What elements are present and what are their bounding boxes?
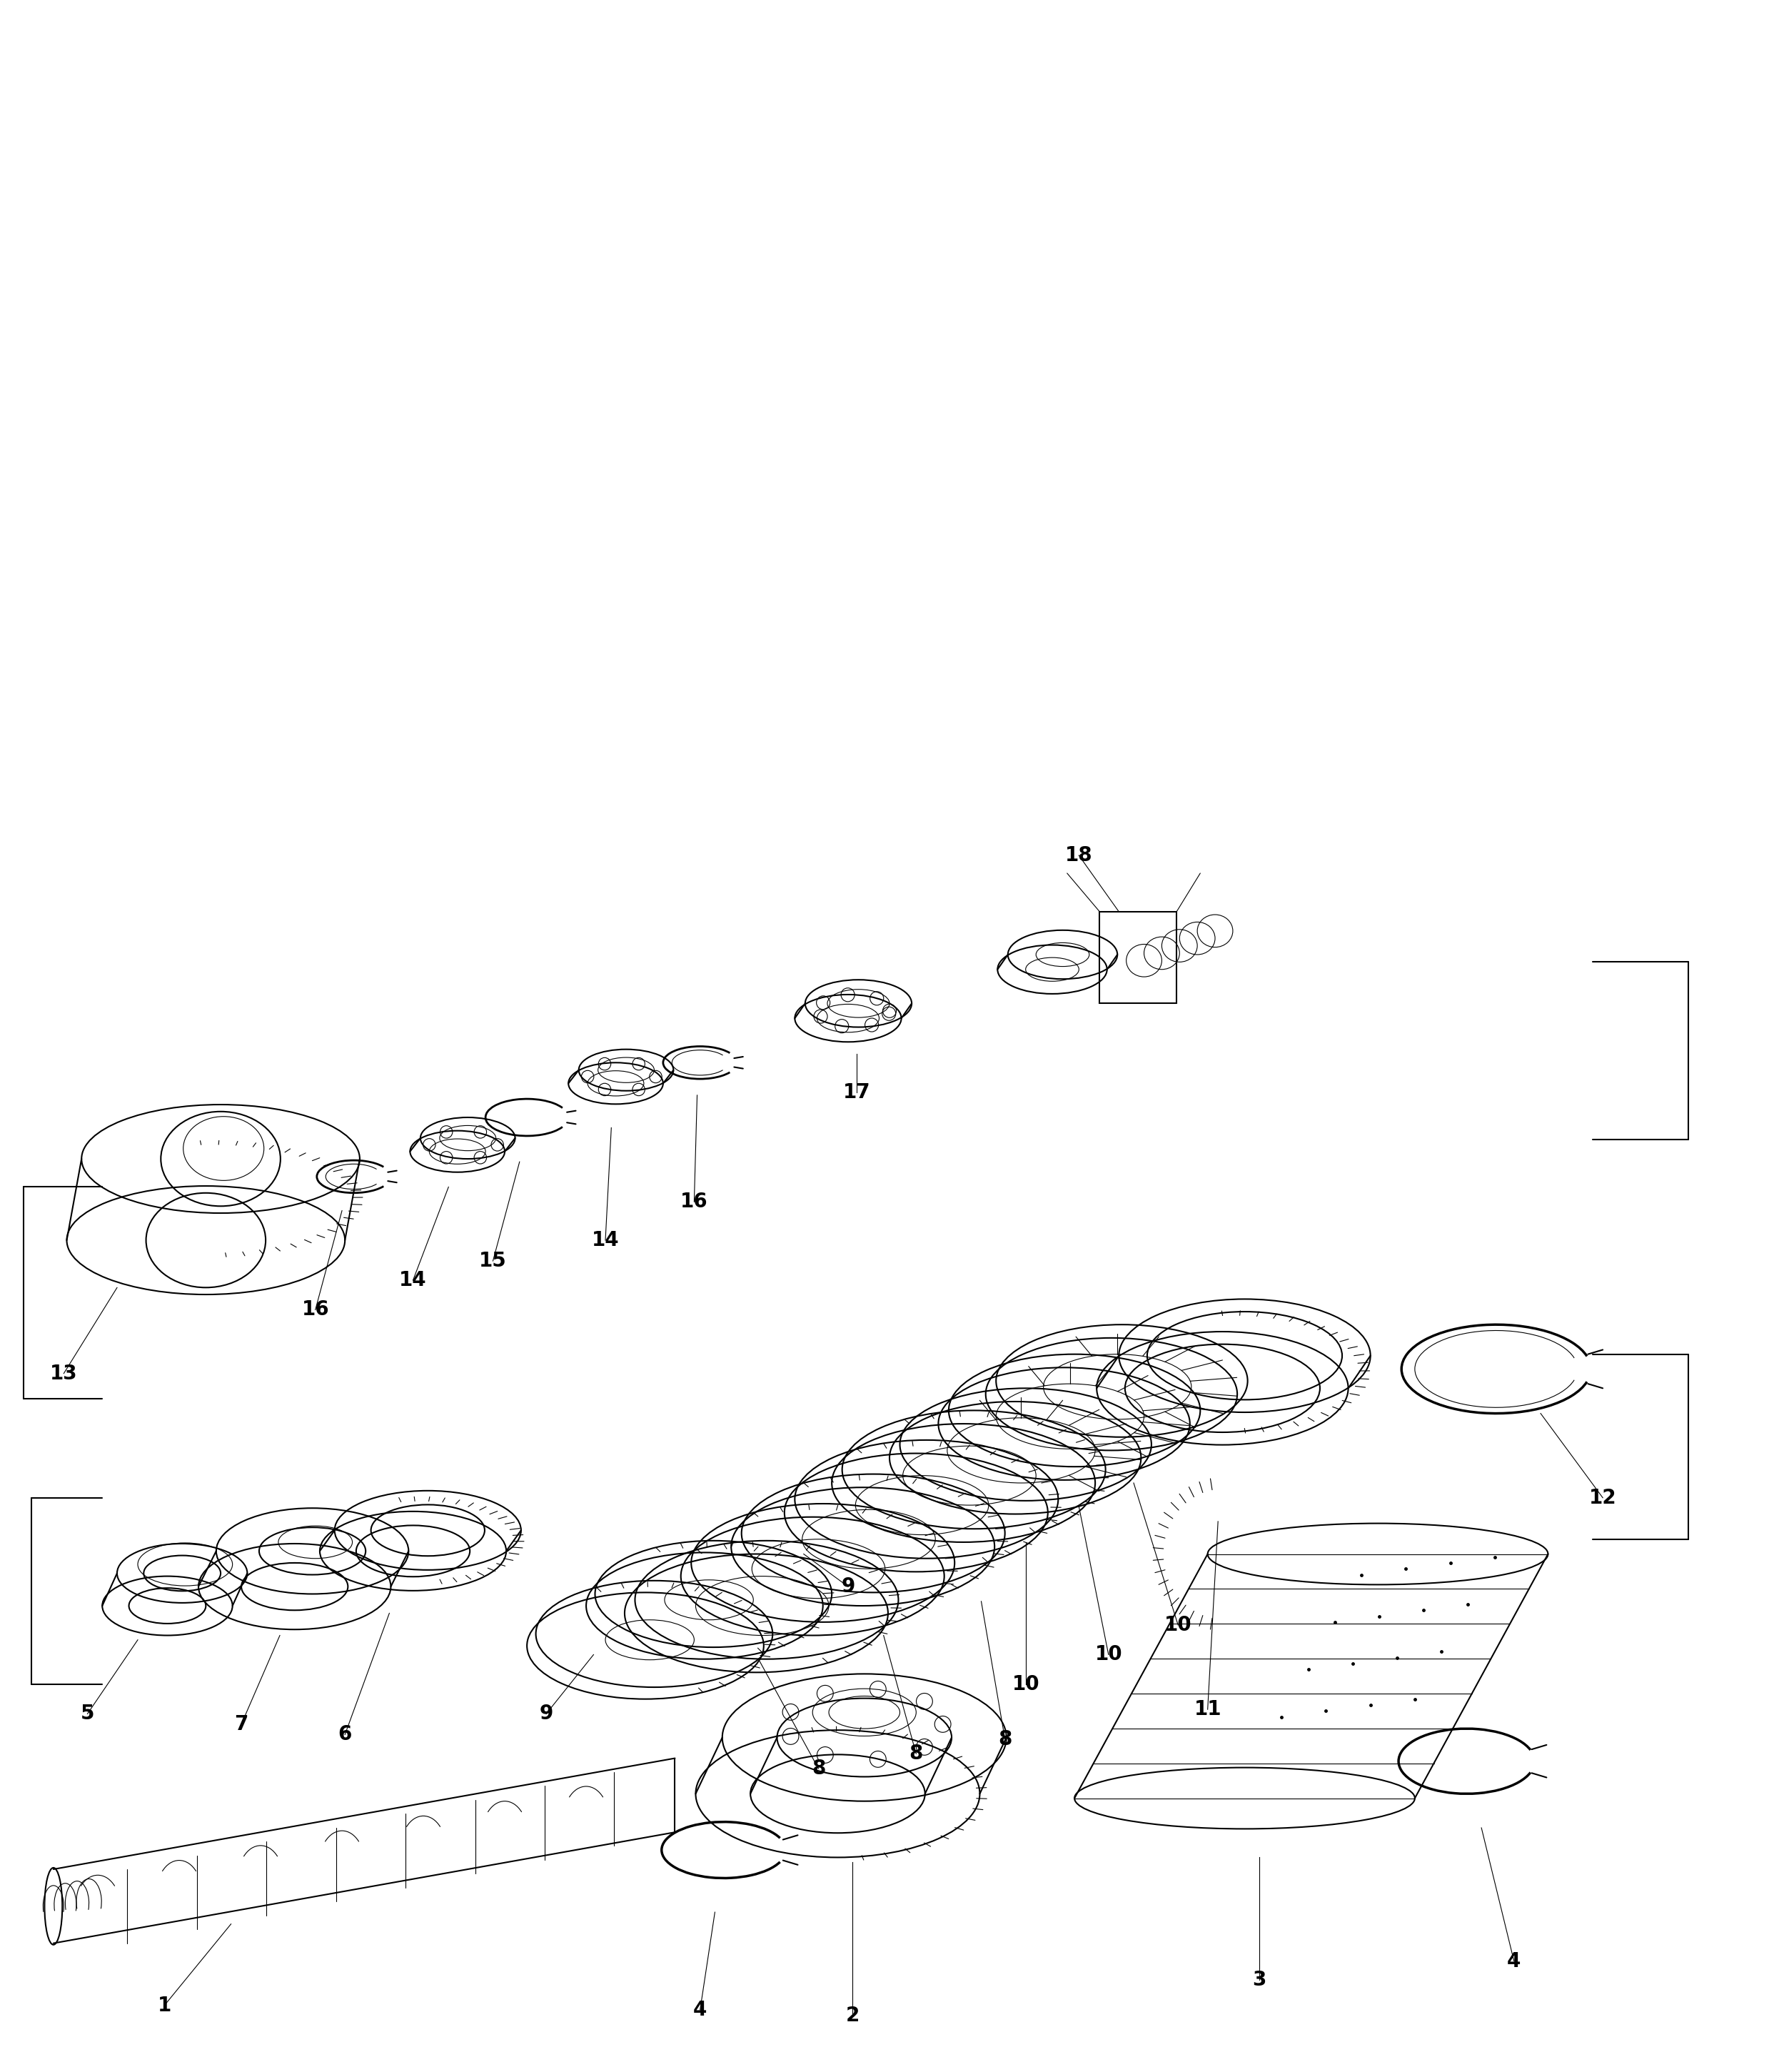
Text: 13: 13 xyxy=(50,1363,78,1384)
Text: 17: 17 xyxy=(843,1082,870,1102)
Text: 3: 3 xyxy=(1252,1970,1267,1991)
Text: 11: 11 xyxy=(1194,1699,1222,1720)
Text: 9: 9 xyxy=(539,1703,553,1724)
Text: 4: 4 xyxy=(694,1999,706,2020)
Text: 2: 2 xyxy=(845,2006,859,2026)
Text: 16: 16 xyxy=(680,1191,708,1212)
Text: 10: 10 xyxy=(1163,1614,1192,1635)
Text: 14: 14 xyxy=(592,1231,619,1249)
Text: 15: 15 xyxy=(479,1251,507,1270)
Text: 5: 5 xyxy=(80,1703,94,1724)
Text: 6: 6 xyxy=(338,1724,352,1745)
Text: 8: 8 xyxy=(909,1745,923,1763)
Text: 9: 9 xyxy=(841,1577,856,1598)
Text: 4: 4 xyxy=(1507,1952,1521,1970)
Text: 18: 18 xyxy=(1066,845,1092,866)
Text: 12: 12 xyxy=(1589,1488,1617,1508)
Text: 10: 10 xyxy=(1094,1645,1123,1664)
Text: 14: 14 xyxy=(398,1270,427,1291)
Text: 7: 7 xyxy=(235,1714,249,1734)
Text: 1: 1 xyxy=(158,1995,171,2016)
Bar xyxy=(1099,912,1176,1003)
Text: 10: 10 xyxy=(1012,1674,1039,1695)
Text: 8: 8 xyxy=(811,1759,825,1778)
Text: 8: 8 xyxy=(998,1728,1012,1749)
Text: 16: 16 xyxy=(302,1299,329,1320)
